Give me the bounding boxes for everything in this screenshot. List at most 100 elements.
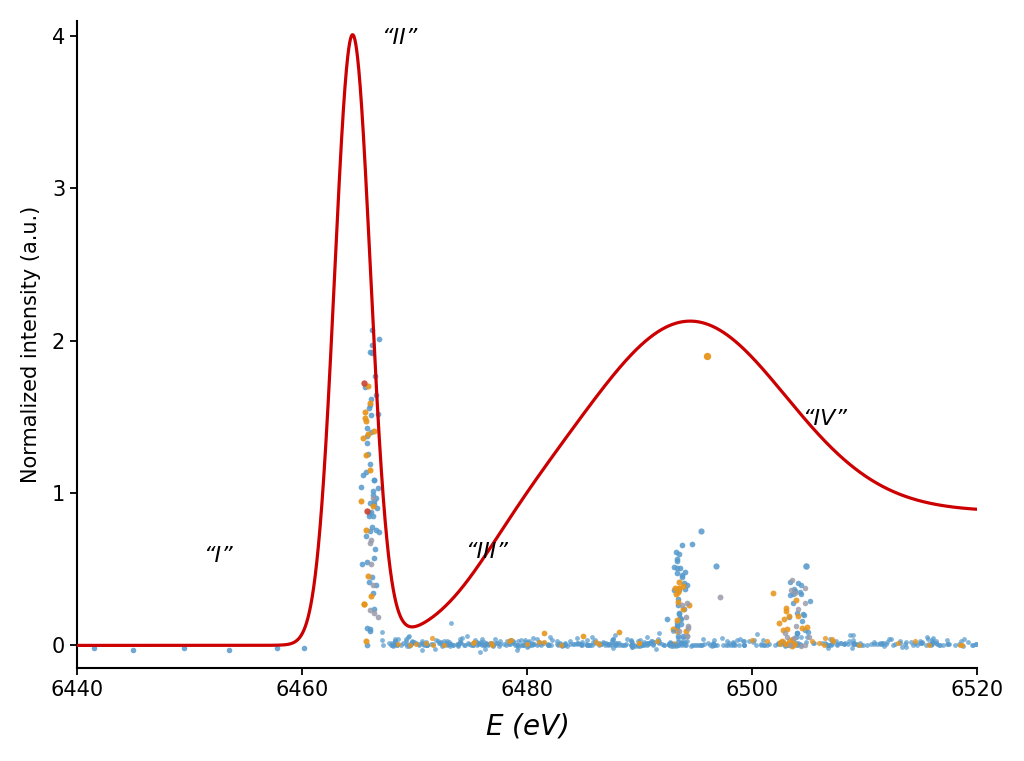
- Point: [674, 572, 690, 584]
- Point: [907, 637, 924, 649]
- Point: [369, 389, 385, 401]
- Point: [656, 639, 673, 651]
- Point: [669, 552, 685, 565]
- Point: [796, 609, 812, 621]
- Point: [642, 635, 658, 647]
- Point: [874, 637, 891, 649]
- Point: [366, 474, 382, 486]
- Point: [578, 638, 594, 650]
- Point: [418, 638, 434, 650]
- Point: [651, 635, 668, 648]
- Point: [554, 639, 570, 651]
- Point: [490, 640, 507, 652]
- Point: [482, 637, 499, 649]
- Point: [423, 632, 439, 644]
- Point: [474, 632, 490, 645]
- Point: [924, 636, 940, 648]
- Point: [606, 638, 623, 650]
- Point: [530, 638, 547, 650]
- Point: [837, 637, 853, 649]
- Point: [799, 621, 815, 633]
- Point: [643, 638, 659, 650]
- Point: [473, 636, 489, 648]
- Point: [517, 634, 534, 646]
- Point: [544, 634, 560, 646]
- Point: [445, 639, 462, 651]
- Point: [636, 639, 652, 651]
- Point: [367, 603, 383, 615]
- Point: [725, 636, 741, 648]
- Point: [634, 639, 650, 651]
- Point: [872, 636, 889, 648]
- Point: [688, 639, 705, 651]
- Point: [607, 637, 624, 649]
- Point: [684, 538, 700, 550]
- Point: [897, 641, 913, 653]
- Point: [603, 635, 620, 647]
- Point: [623, 635, 639, 648]
- Point: [574, 630, 591, 642]
- Point: [725, 636, 741, 648]
- Point: [530, 635, 547, 648]
- Point: [582, 638, 598, 651]
- Point: [481, 638, 498, 650]
- Point: [705, 639, 721, 651]
- Point: [365, 499, 381, 511]
- Point: [892, 635, 908, 647]
- Point: [496, 638, 512, 651]
- Point: [435, 635, 452, 648]
- Point: [912, 637, 929, 649]
- Point: [669, 588, 685, 600]
- Point: [358, 524, 375, 537]
- Point: [648, 643, 665, 655]
- Point: [476, 636, 493, 648]
- Point: [865, 638, 882, 650]
- Point: [671, 548, 687, 560]
- Point: [671, 607, 687, 619]
- Point: [771, 638, 787, 650]
- Point: [559, 640, 575, 652]
- Point: [569, 637, 586, 649]
- Point: [562, 635, 579, 647]
- Point: [611, 626, 628, 638]
- Point: [940, 638, 956, 650]
- Point: [358, 430, 375, 442]
- Point: [536, 627, 552, 639]
- Point: [624, 638, 640, 651]
- Point: [604, 636, 621, 648]
- Point: [449, 638, 465, 650]
- Point: [553, 639, 569, 651]
- Point: [520, 635, 537, 647]
- Point: [627, 640, 643, 652]
- Point: [882, 632, 898, 645]
- Point: [411, 639, 427, 651]
- Point: [892, 637, 908, 649]
- Point: [362, 623, 379, 635]
- Point: [797, 597, 813, 609]
- Point: [670, 598, 686, 610]
- Point: [655, 639, 672, 651]
- Point: [947, 639, 964, 651]
- Point: [125, 644, 141, 656]
- Point: [677, 566, 693, 578]
- Point: [779, 631, 796, 643]
- Point: [706, 634, 722, 646]
- Point: [774, 636, 791, 648]
- Point: [778, 622, 795, 635]
- Point: [585, 639, 601, 651]
- Point: [674, 638, 690, 651]
- Point: [669, 567, 685, 579]
- Point: [355, 431, 372, 444]
- Point: [362, 463, 379, 476]
- Point: [771, 637, 787, 649]
- Point: [785, 635, 802, 647]
- Point: [501, 635, 517, 648]
- Point: [389, 639, 406, 651]
- Point: [419, 638, 435, 651]
- Point: [361, 457, 378, 470]
- Point: [855, 639, 871, 651]
- Point: [759, 638, 775, 651]
- Point: [798, 636, 814, 648]
- Point: [418, 636, 434, 648]
- Point: [432, 638, 449, 650]
